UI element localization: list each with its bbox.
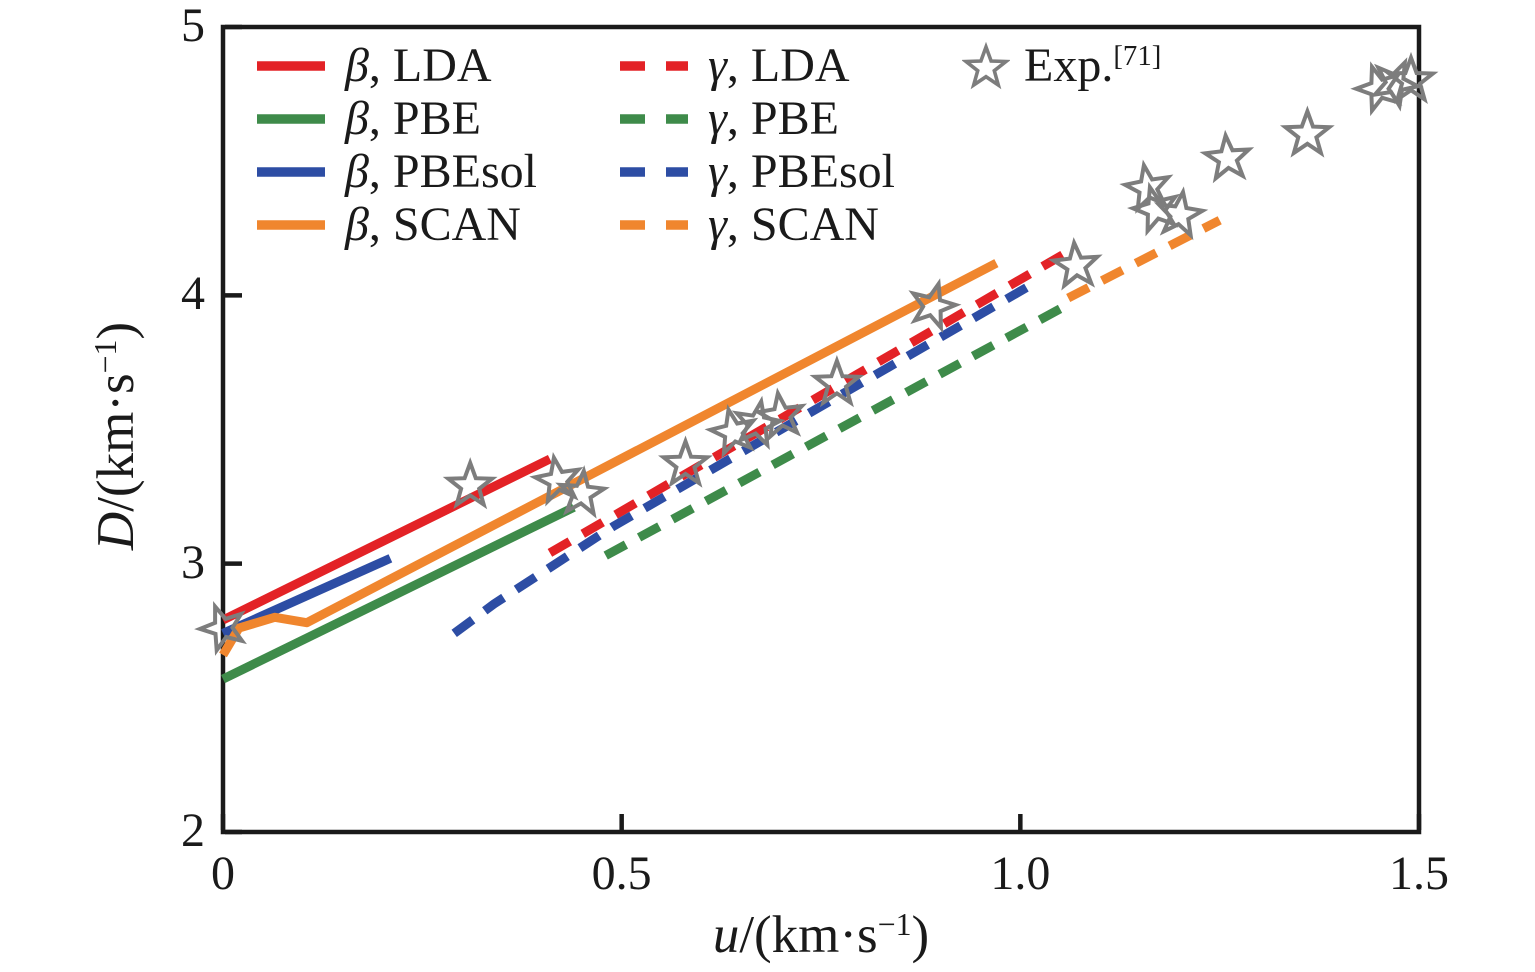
y-tick-label: 4 bbox=[181, 267, 205, 321]
series-γ-scan bbox=[1066, 216, 1222, 303]
legend-entry-gamma-scan: γ, SCAN bbox=[618, 198, 879, 252]
legend-label: γ, PBE bbox=[708, 92, 839, 145]
solid-line-swatch bbox=[257, 114, 325, 124]
exp-star-marker bbox=[1369, 57, 1424, 112]
exp-star-marker bbox=[809, 355, 865, 408]
legend-entry-beta-pbesol: β, PBEsol bbox=[255, 145, 537, 199]
legend-entry-beta-lda: β, LDA bbox=[255, 39, 492, 93]
exp-star-marker bbox=[442, 457, 498, 510]
legend-entry-gamma-lda: γ, LDA bbox=[618, 39, 850, 93]
legend-label: γ, LDA bbox=[708, 39, 850, 92]
series-β-pbe bbox=[221, 503, 576, 684]
dashed-line-swatch bbox=[620, 167, 688, 177]
exp-star-marker bbox=[555, 465, 610, 519]
y-tick-label: 2 bbox=[181, 804, 205, 857]
exp-star-marker bbox=[1279, 105, 1335, 158]
legend-entry-beta-pbe: β, PBE bbox=[255, 92, 481, 146]
solid-line-swatch bbox=[257, 220, 325, 230]
exp-star-marker bbox=[704, 404, 759, 459]
series-γ-pbe bbox=[603, 304, 1063, 560]
dashed-line-swatch bbox=[620, 220, 688, 230]
exp-star-marker bbox=[658, 435, 713, 488]
exp-star-marker bbox=[194, 601, 247, 656]
exp-star-marker bbox=[1199, 129, 1255, 184]
exp-star-marker bbox=[1153, 186, 1209, 241]
exp-star-marker bbox=[1048, 237, 1103, 291]
series-γ-lda bbox=[547, 243, 1079, 557]
solid-line-swatch bbox=[257, 167, 325, 177]
legend-label: β, LDA bbox=[345, 39, 492, 92]
legend-entry-exp: Exp.[71] bbox=[962, 39, 1161, 93]
legend-label: β, SCAN bbox=[345, 198, 521, 251]
x-tick-label: 1.0 bbox=[990, 847, 1051, 900]
exp-star-marker bbox=[752, 387, 808, 442]
x-axis-label: u/(km·s−1) bbox=[712, 906, 930, 964]
x-tick-label: 0 bbox=[211, 847, 235, 900]
series-β-lda bbox=[221, 454, 552, 625]
series-γ-pbesol bbox=[451, 278, 1039, 638]
plot-frame bbox=[220, 24, 1422, 835]
legend-label: Exp.[71] bbox=[1024, 39, 1162, 92]
legend-label: β, PBEsol bbox=[345, 145, 537, 198]
exp-star-marker bbox=[908, 278, 962, 333]
legend-entry-gamma-pbe: γ, PBE bbox=[618, 92, 839, 146]
x-tick-label: 0.5 bbox=[591, 847, 652, 900]
exp-star-marker bbox=[1383, 51, 1439, 105]
exp-star-marker bbox=[1127, 181, 1181, 237]
legend-label: β, PBE bbox=[345, 92, 481, 145]
y-tick-label: 5 bbox=[181, 0, 205, 52]
legend-entry-gamma-pbesol: γ, PBEsol bbox=[618, 145, 895, 199]
legend-label: γ, SCAN bbox=[708, 198, 879, 251]
dashed-line-swatch bbox=[620, 114, 688, 124]
solid-line-swatch bbox=[257, 61, 325, 71]
star-icon bbox=[962, 41, 1010, 90]
y-tick-label: 3 bbox=[181, 535, 205, 589]
legend-entry-beta-scan: β, SCAN bbox=[255, 198, 521, 252]
x-tick-label: 1.5 bbox=[1389, 847, 1449, 900]
exp-star-marker bbox=[529, 452, 584, 507]
dashed-line-swatch bbox=[620, 61, 688, 71]
legend-label: γ, PBEsol bbox=[708, 145, 895, 198]
series-β-scan bbox=[219, 259, 999, 658]
y-axis-label: D/(km·s−1) bbox=[86, 321, 145, 551]
